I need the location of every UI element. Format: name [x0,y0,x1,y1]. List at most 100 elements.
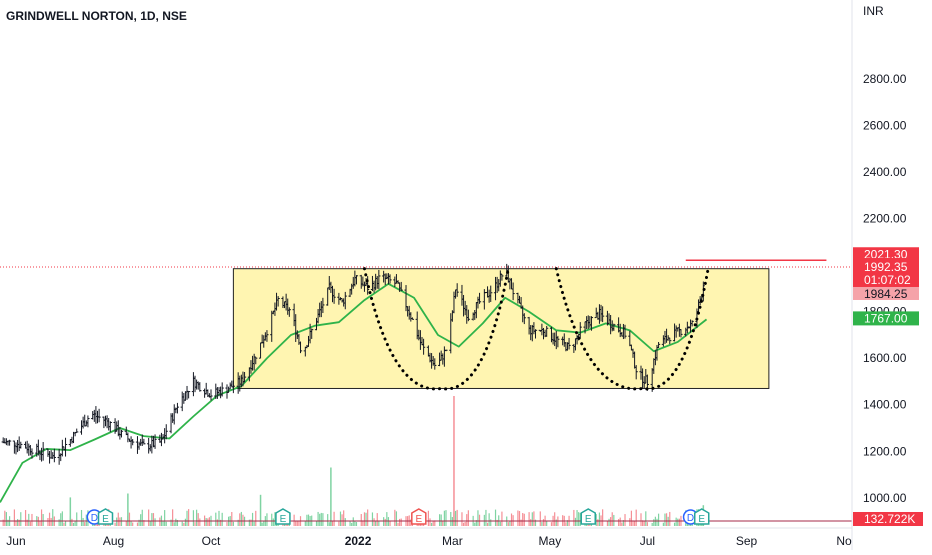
ohlc-bar [231,380,235,394]
y-tick-label: 2400.00 [863,165,907,179]
earnings-badge-shape [97,508,114,525]
price-badge-high: 2021.30 [864,247,908,261]
ohlc-bar [153,434,157,449]
y-tick-label: 1400.00 [863,398,907,412]
earnings-badge: E [97,508,114,525]
ohlc-bar [30,448,34,459]
ohlc-bar [52,448,56,463]
ohlc-bar [422,338,426,355]
y-tick-label: 1600.00 [863,351,907,365]
earnings-badge-shape [411,508,427,525]
ohlc-bar [690,320,694,327]
earnings-badge-shape [580,508,596,525]
ohlc-bar [187,390,191,399]
x-tick-label: Oct [202,534,221,548]
price-badge-countdown: 01:07:02 [864,273,911,287]
ohlc-bar [511,282,515,301]
ohlc-bar [477,292,482,304]
price-badge-ma: 1767.00 [864,311,908,325]
ohlc-bar [119,429,124,438]
earnings-badge: E [693,508,710,525]
price-badge-bg [853,247,919,262]
y-tick-label: 2200.00 [863,212,907,226]
x-tick-label: May [539,534,562,548]
earnings-badge-shape [693,508,710,525]
ohlc-bar [343,291,347,310]
ohlc-bar [656,341,661,348]
rounded-bottom-curve-1 [362,267,510,391]
ohlc-bar [589,316,594,331]
ohlc-bar [668,337,672,345]
ohlc-bar [466,309,470,322]
ohlc-bar [86,415,90,428]
annotation-layer [0,259,852,391]
ohlc-bar [220,382,224,397]
x-tick-label: 2022 [345,534,372,548]
x-tick-label: Mar [442,534,463,548]
ohlc-bar [701,281,705,302]
ohlc-bar [377,269,381,290]
y-tick-label: 2800.00 [863,72,907,86]
ohlc-bar [533,329,538,339]
price-badge-low: 1984.25 [864,287,908,301]
price-badge-bg [853,311,919,326]
ohlc-bar [612,323,616,331]
earnings-badge-label: E [102,514,109,525]
x-tick-label: No [836,534,852,548]
earnings-badge-label: E [280,514,287,525]
ohlc-bar [545,325,549,337]
earnings-badge-label: E [585,514,592,525]
ohlc-bar [19,441,23,449]
ohlc-bar [142,438,146,445]
ohlc-bar [310,328,314,339]
ohlc-bar [198,382,202,392]
x-tick-label: Jun [6,534,25,548]
ohlc-bar [522,313,526,325]
ohlc-bar [578,322,582,339]
earnings-badge-label: E [698,514,705,525]
volume-layer [0,396,852,526]
ohlc-bar [242,371,247,383]
ohlc-bar [108,421,112,433]
ohlc-bar [567,337,571,350]
volume-badge: 132.722K [864,512,915,526]
moving-average-layer [0,282,708,503]
ohlc-bar [287,307,291,317]
pattern-rectangle [232,268,770,389]
ohlc-bar [634,365,638,380]
y-tick-label: 2600.00 [863,119,907,133]
ohlc-bar [97,408,101,423]
ohlc-bar [254,356,258,365]
ohlc-bar [388,274,392,284]
ohlc-bar [209,389,213,401]
ohlc-bar [455,283,459,297]
ohlc-bar [63,437,68,457]
earnings-badge-label: E [415,514,422,525]
ohlc-bar [433,358,437,370]
dividend-badge-label: D [91,513,98,524]
ohlc-bar [75,428,79,434]
x-tick-label: Aug [103,534,124,548]
earnings-badge: E [411,508,427,525]
ohlc-bar [500,273,504,281]
ohlc-bar [265,330,269,342]
moving-average-line [0,282,708,503]
pattern-box-layer [232,268,770,389]
earnings-badge-shape [275,508,291,525]
x-tick-label: Jul [640,534,655,548]
ohlc-bar [354,275,359,285]
currency-label: INR [863,4,884,18]
ohlc-bar [175,402,180,414]
dividend-badge-label: D [687,513,694,524]
ohlc-bar [399,281,403,291]
price-bars-layer [1,263,705,465]
ohlc-bar [7,439,12,446]
ohlc-bar [601,306,605,323]
y-tick-label: 1000.00 [863,491,907,505]
price-badge-last: 1992.35 [864,260,908,274]
volume-badge-bg [853,512,923,526]
